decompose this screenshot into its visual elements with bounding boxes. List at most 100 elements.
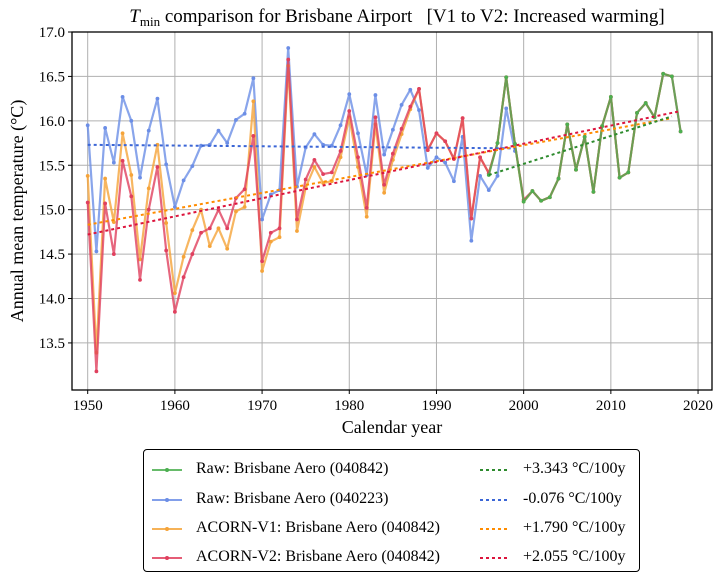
trend-lines-top xyxy=(87,110,681,236)
y-tick-label: 14.0 xyxy=(39,292,65,308)
data-point xyxy=(626,170,631,175)
data-point xyxy=(399,102,404,107)
data-point xyxy=(216,207,221,212)
data-point xyxy=(434,131,439,136)
data-point xyxy=(268,239,273,244)
legend-swatch-series-0 xyxy=(152,463,182,475)
data-point xyxy=(443,160,448,165)
legend-swatch-trend-1 xyxy=(479,493,509,505)
data-point xyxy=(164,221,169,225)
data-point xyxy=(277,226,282,231)
legend-item-raw-040223: Raw: Brisbane Aero (040223) xyxy=(152,485,388,513)
data-point xyxy=(190,228,195,232)
data-point xyxy=(181,254,186,259)
data-point xyxy=(661,71,666,76)
legend-marker xyxy=(165,556,169,560)
data-point xyxy=(321,142,326,147)
data-point xyxy=(364,205,369,210)
data-point xyxy=(678,129,683,134)
data-point xyxy=(207,226,212,231)
data-point xyxy=(129,118,134,123)
data-point xyxy=(85,200,90,205)
data-point xyxy=(111,160,116,165)
data-point xyxy=(120,158,125,163)
series-raw-040223 xyxy=(85,46,517,254)
data-point xyxy=(521,199,526,204)
legend-item-trend-raw-040223: -0.076 °C/100y xyxy=(479,485,622,513)
data-point xyxy=(146,128,151,133)
data-point xyxy=(190,164,195,169)
data-point xyxy=(478,155,482,160)
legend-swatch-series-2 xyxy=(152,522,182,534)
data-point xyxy=(190,252,195,256)
data-point xyxy=(469,216,474,221)
data-point xyxy=(120,131,125,136)
x-tick-label: 2010 xyxy=(596,398,626,414)
data-point xyxy=(513,142,517,146)
legend-label: -0.076 °C/100y xyxy=(523,490,622,507)
data-point xyxy=(469,238,474,243)
data-point xyxy=(251,99,256,104)
data-point xyxy=(251,134,256,138)
data-point xyxy=(382,190,387,195)
data-point xyxy=(251,76,256,81)
title-main: T xyxy=(129,6,141,27)
data-point xyxy=(643,101,648,105)
y-tick-label: 16.5 xyxy=(39,69,65,85)
legend-label: +2.055 °C/100y xyxy=(523,548,626,565)
plot-frame xyxy=(71,31,713,391)
grid xyxy=(72,31,712,390)
data-point xyxy=(417,108,421,113)
data-point xyxy=(129,173,134,177)
data-point xyxy=(504,75,509,80)
data-point xyxy=(452,179,456,184)
data-point xyxy=(164,248,169,253)
data-point xyxy=(347,109,352,113)
data-point xyxy=(504,106,509,111)
data-point xyxy=(565,122,570,127)
x-tick-label: 2020 xyxy=(683,398,713,414)
data-point xyxy=(155,96,160,101)
data-point xyxy=(242,187,247,192)
data-point xyxy=(399,126,404,131)
data-point xyxy=(85,123,90,128)
data-point xyxy=(608,94,613,99)
title-subscript: min xyxy=(140,14,161,29)
title-rest: comparison for Brisbane Airport [V1 to V… xyxy=(160,6,665,27)
data-point xyxy=(260,259,264,264)
data-point xyxy=(443,139,448,144)
series-raw-040842 xyxy=(486,71,683,204)
legend-swatch-series-3 xyxy=(152,551,182,563)
trend-raw-040842 xyxy=(488,115,673,176)
data-point xyxy=(181,275,186,280)
legend-marker xyxy=(165,527,169,531)
chart-title: Tmin comparison for Brisbane Airport [V1… xyxy=(129,6,664,29)
x-tick-label: 1970 xyxy=(247,398,277,414)
data-point xyxy=(225,226,230,231)
legend: Raw: Brisbane Aero (040842) Raw: Brisban… xyxy=(143,449,640,572)
data-point xyxy=(295,229,299,233)
data-point xyxy=(103,126,108,130)
data-point xyxy=(260,217,264,222)
y-tick-label: 17.0 xyxy=(39,25,65,41)
legend-item-trend-acorn-v1: +1.790 °C/100y xyxy=(479,514,626,542)
data-point xyxy=(417,86,421,91)
data-point xyxy=(356,131,360,136)
data-point xyxy=(495,174,500,178)
data-point xyxy=(312,158,317,162)
legend-swatch-trend-3 xyxy=(479,551,509,563)
x-tick-label: 1990 xyxy=(421,398,451,414)
data-point xyxy=(207,244,212,248)
data-point xyxy=(425,148,430,153)
data-point xyxy=(103,176,108,181)
legend-item-raw-040842: Raw: Brisbane Aero (040842) xyxy=(152,455,388,483)
data-point xyxy=(216,226,221,231)
data-point xyxy=(329,170,334,175)
legend-swatch-trend-0 xyxy=(479,463,509,475)
data-point xyxy=(408,87,413,92)
series-line xyxy=(86,46,516,253)
data-point xyxy=(295,217,299,222)
x-tick-label: 1950 xyxy=(73,398,103,414)
data-point xyxy=(635,110,639,115)
y-tick-label: 15.5 xyxy=(39,158,65,174)
